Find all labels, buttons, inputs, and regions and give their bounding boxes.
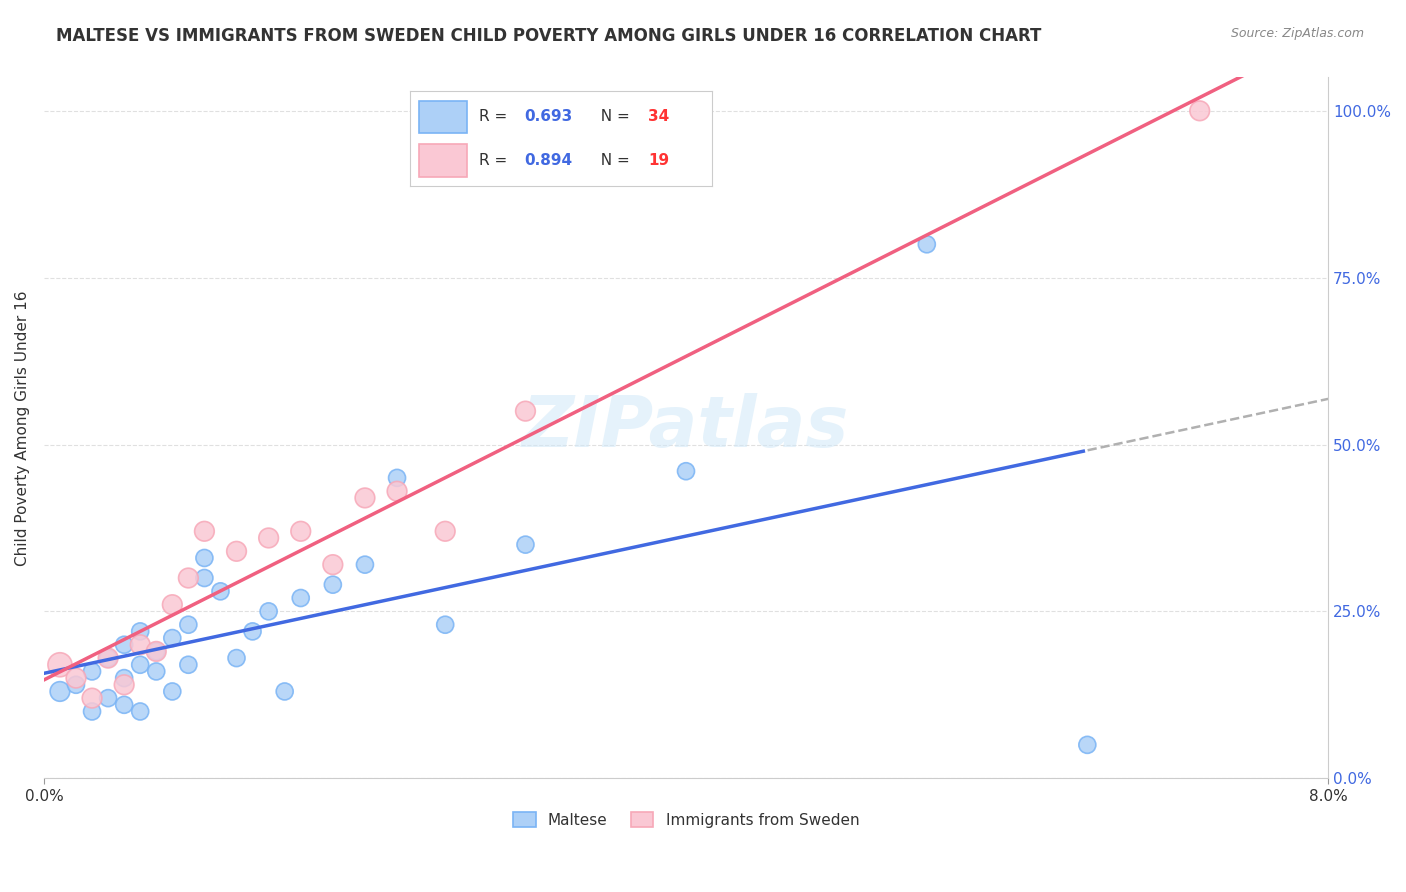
Point — [225, 544, 247, 558]
Point — [65, 678, 87, 692]
Text: Source: ZipAtlas.com: Source: ZipAtlas.com — [1230, 27, 1364, 40]
Point — [129, 657, 152, 672]
Point — [129, 705, 152, 719]
Point — [193, 524, 215, 539]
Point — [80, 665, 103, 679]
Point — [242, 624, 264, 639]
Point — [112, 698, 135, 712]
Point — [129, 638, 152, 652]
Point — [290, 591, 312, 605]
Point — [385, 484, 408, 499]
Point — [354, 491, 377, 505]
Point — [65, 671, 87, 685]
Point — [80, 705, 103, 719]
Point — [80, 691, 103, 706]
Point — [1188, 103, 1211, 118]
Point — [273, 684, 295, 698]
Legend: Maltese, Immigrants from Sweden: Maltese, Immigrants from Sweden — [506, 805, 866, 834]
Text: ZIPatlas: ZIPatlas — [522, 393, 849, 462]
Point — [49, 657, 72, 672]
Point — [97, 651, 120, 665]
Point — [515, 404, 537, 418]
Point — [112, 678, 135, 692]
Point — [225, 651, 247, 665]
Point — [675, 464, 697, 478]
Point — [322, 577, 344, 591]
Point — [193, 571, 215, 585]
Point — [129, 624, 152, 639]
Point — [515, 538, 537, 552]
Point — [112, 671, 135, 685]
Point — [97, 651, 120, 665]
Point — [290, 524, 312, 539]
Point — [162, 631, 184, 645]
Point — [162, 684, 184, 698]
Text: MALTESE VS IMMIGRANTS FROM SWEDEN CHILD POVERTY AMONG GIRLS UNDER 16 CORRELATION: MALTESE VS IMMIGRANTS FROM SWEDEN CHILD … — [56, 27, 1042, 45]
Point — [177, 617, 200, 632]
Point — [145, 665, 167, 679]
Point — [385, 471, 408, 485]
Point — [434, 617, 457, 632]
Point — [209, 584, 232, 599]
Point — [354, 558, 377, 572]
Point — [257, 604, 280, 618]
Point — [193, 551, 215, 566]
Point — [434, 524, 457, 539]
Point — [145, 644, 167, 658]
Point — [1076, 738, 1098, 752]
Y-axis label: Child Poverty Among Girls Under 16: Child Poverty Among Girls Under 16 — [15, 290, 30, 566]
Point — [49, 684, 72, 698]
Point — [112, 638, 135, 652]
Point — [915, 237, 938, 252]
Point — [322, 558, 344, 572]
Point — [97, 691, 120, 706]
Point — [177, 657, 200, 672]
Point — [145, 644, 167, 658]
Point — [257, 531, 280, 545]
Point — [177, 571, 200, 585]
Point — [162, 598, 184, 612]
